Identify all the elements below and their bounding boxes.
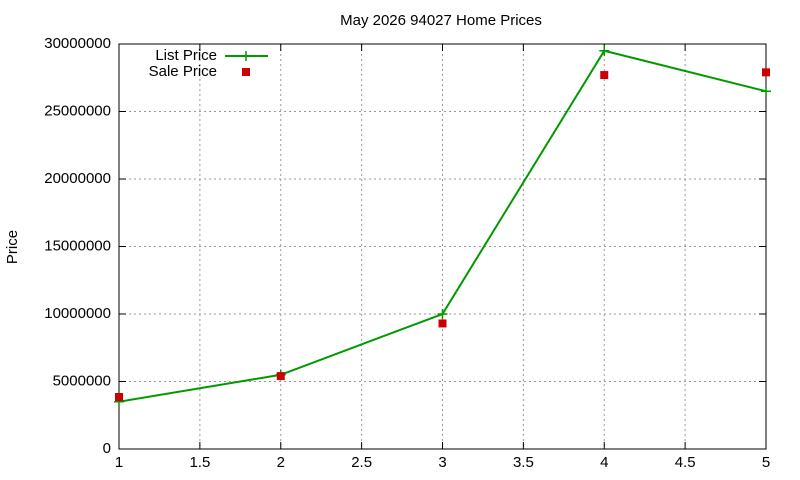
x-tick-label: 4.5 bbox=[675, 454, 696, 471]
x-tick-label: 1.5 bbox=[189, 454, 210, 471]
data-point bbox=[437, 309, 448, 319]
x-tick-label: 3.5 bbox=[513, 454, 534, 471]
y-tick-label: 25000000 bbox=[44, 102, 111, 119]
data-point bbox=[438, 319, 447, 328]
data-point bbox=[761, 86, 771, 97]
legend-label: Sale Price bbox=[149, 63, 217, 80]
data-point bbox=[762, 68, 770, 77]
y-tick-label: 20000000 bbox=[44, 170, 111, 187]
data-point bbox=[115, 393, 123, 402]
x-tick-label: 4 bbox=[600, 454, 608, 471]
y-tick-label: 0 bbox=[103, 440, 111, 457]
legend-label: List Price bbox=[155, 47, 217, 64]
data-point bbox=[599, 45, 610, 56]
y-tick-label: 15000000 bbox=[44, 237, 111, 254]
chart-title: May 2026 94027 Home Prices bbox=[340, 12, 542, 29]
x-tick-label: 1 bbox=[115, 454, 123, 471]
y-tick-label: 5000000 bbox=[53, 372, 111, 389]
y-tick-label: 10000000 bbox=[44, 305, 111, 322]
data-point bbox=[600, 71, 609, 80]
x-tick-label: 3 bbox=[438, 454, 446, 471]
plot-border bbox=[118, 43, 767, 450]
x-tick-label: 2.5 bbox=[351, 454, 372, 471]
y-axis-label: Price bbox=[4, 230, 21, 264]
y-tick-label: 30000000 bbox=[44, 35, 111, 52]
x-tick-label: 2 bbox=[277, 454, 285, 471]
data-point bbox=[276, 372, 285, 381]
x-tick-label: 5 bbox=[762, 454, 770, 471]
legend-marker bbox=[242, 68, 250, 76]
legend-marker bbox=[241, 51, 251, 61]
